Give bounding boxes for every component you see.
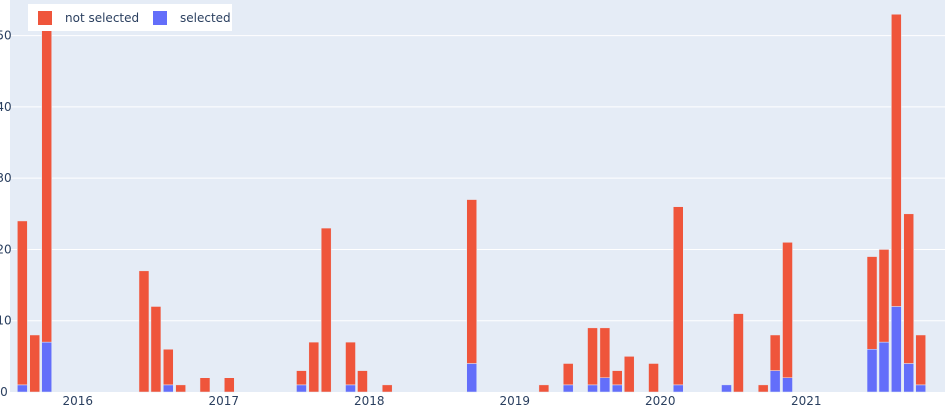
bar-not-selected[interactable] xyxy=(891,14,902,307)
bar-selected[interactable] xyxy=(587,384,598,393)
bar-not-selected[interactable] xyxy=(308,341,320,393)
bar-selected[interactable] xyxy=(466,363,477,393)
bar-not-selected[interactable] xyxy=(345,341,356,386)
bar-not-selected[interactable] xyxy=(782,242,793,378)
bar-not-selected[interactable] xyxy=(224,377,235,393)
x-tick-label: 2017 xyxy=(208,394,239,407)
bar-not-selected[interactable] xyxy=(599,327,611,378)
bar-not-selected[interactable] xyxy=(562,363,574,386)
bar-not-selected[interactable] xyxy=(757,384,769,393)
bar-not-selected[interactable] xyxy=(903,213,914,364)
legend-label-selected[interactable]: selected xyxy=(180,11,231,25)
bar-not-selected[interactable] xyxy=(175,384,186,393)
bar-not-selected[interactable] xyxy=(138,270,150,393)
bar-not-selected[interactable] xyxy=(673,206,684,386)
plot-background xyxy=(10,0,945,392)
legend-swatch-selected xyxy=(153,11,167,25)
bar-selected[interactable] xyxy=(296,384,307,393)
bar-not-selected[interactable] xyxy=(623,356,635,393)
y-tick-label: 0 xyxy=(0,385,8,399)
bar-selected[interactable] xyxy=(915,384,926,393)
bar-not-selected[interactable] xyxy=(538,384,550,393)
bar-not-selected[interactable] xyxy=(466,199,477,364)
y-tick-label: 40 xyxy=(0,100,12,114)
bar-not-selected[interactable] xyxy=(769,334,781,371)
bar-selected[interactable] xyxy=(866,348,878,393)
legend[interactable]: not selected selected xyxy=(28,4,232,31)
bar-selected[interactable] xyxy=(721,384,732,393)
legend-label-not-selected[interactable]: not selected xyxy=(65,11,139,25)
bar-selected[interactable] xyxy=(769,370,781,393)
y-tick-label: 10 xyxy=(0,314,12,328)
bar-not-selected[interactable] xyxy=(381,384,393,393)
bar-not-selected[interactable] xyxy=(878,249,890,343)
bar-selected[interactable] xyxy=(17,384,28,393)
bar-selected[interactable] xyxy=(891,306,902,393)
bar-not-selected[interactable] xyxy=(357,370,368,393)
bar-not-selected[interactable] xyxy=(296,370,307,386)
x-tick-label: 2018 xyxy=(354,394,385,407)
bar-selected[interactable] xyxy=(878,341,890,393)
bar-selected[interactable] xyxy=(612,384,623,393)
bar-selected[interactable] xyxy=(345,384,356,393)
bar-selected[interactable] xyxy=(903,363,914,393)
bar-selected[interactable] xyxy=(163,384,174,393)
bar-selected[interactable] xyxy=(562,384,574,393)
bar-not-selected[interactable] xyxy=(915,334,926,386)
y-tick-label: 30 xyxy=(0,171,12,185)
bar-selected[interactable] xyxy=(599,377,611,393)
bar-not-selected[interactable] xyxy=(17,220,28,386)
x-tick-label: 2016 xyxy=(63,394,94,407)
bar-not-selected[interactable] xyxy=(866,256,878,350)
bar-not-selected[interactable] xyxy=(733,313,744,393)
x-axis-ticks: 2016 2017 2018 2019 2020 2021 xyxy=(63,394,822,407)
bar-not-selected[interactable] xyxy=(29,334,40,393)
y-axis-ticks: 0 10 20 30 40 50 xyxy=(0,29,12,399)
bar-not-selected[interactable] xyxy=(648,363,659,393)
bar-not-selected[interactable] xyxy=(587,327,598,386)
bar-not-selected[interactable] xyxy=(612,370,623,386)
y-tick-label: 20 xyxy=(0,242,12,256)
bar-not-selected[interactable] xyxy=(163,348,174,386)
x-tick-label: 2019 xyxy=(500,394,531,407)
bar-selected[interactable] xyxy=(41,341,52,393)
x-tick-label: 2020 xyxy=(645,394,676,407)
bar-not-selected[interactable] xyxy=(41,21,52,343)
bar-not-selected[interactable] xyxy=(150,306,162,393)
bar-selected[interactable] xyxy=(673,384,684,393)
bar-selected[interactable] xyxy=(782,377,793,393)
legend-swatch-not-selected xyxy=(38,11,52,25)
legend-background xyxy=(28,4,232,31)
bar-not-selected[interactable] xyxy=(199,377,211,393)
bars xyxy=(17,14,926,393)
bar-not-selected[interactable] xyxy=(320,227,332,393)
x-tick-label: 2021 xyxy=(791,394,822,407)
y-tick-label: 50 xyxy=(0,29,12,43)
